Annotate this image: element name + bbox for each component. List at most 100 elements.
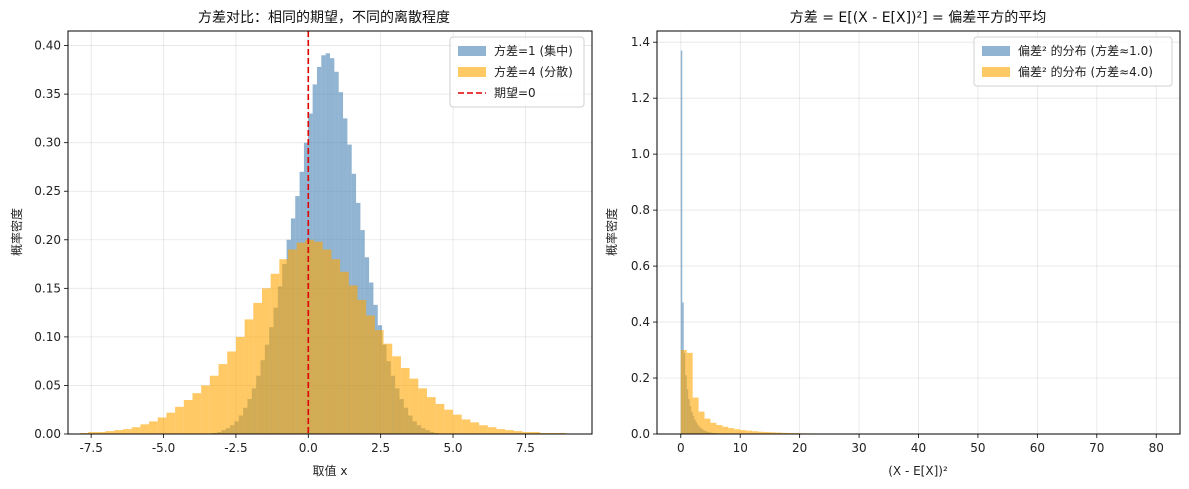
y-tick-label: 1.4 <box>631 35 650 49</box>
chart-title: 方差 = E[(X - E[X])²] = 偏差平方的平均 <box>790 10 1046 26</box>
legend-label: 期望=0 <box>494 86 536 100</box>
x-tick-label: 60 <box>1030 441 1045 455</box>
histogram-bar <box>218 364 228 434</box>
x-tick-label: 10 <box>733 441 748 455</box>
histogram-bar <box>722 426 729 434</box>
histogram-bar <box>140 424 150 434</box>
histogram-bar <box>314 241 323 434</box>
legend-label: 方差=4 (分散) <box>494 64 573 79</box>
histogram-bar <box>704 418 711 434</box>
histogram-bar <box>383 343 393 434</box>
histogram-bar <box>513 431 523 434</box>
histogram-bar <box>166 412 176 434</box>
histogram-bar <box>366 315 375 434</box>
histogram-bar <box>340 271 349 434</box>
y-tick-label: 0.15 <box>34 281 61 295</box>
x-tick-label: 7.5 <box>516 441 535 455</box>
x-tick-label: 20 <box>792 441 807 455</box>
x-ticks: -7.5 -5.0 -2.5 0.0 2.5 5.0 7.5 <box>79 434 535 455</box>
histogram-bar <box>692 397 699 434</box>
histogram-bar <box>244 319 254 434</box>
histogram-bar <box>728 428 735 434</box>
histogram-bar <box>392 356 401 434</box>
histogram-bar <box>716 425 723 434</box>
histogram-bar <box>338 92 344 434</box>
plot-area <box>657 31 1180 434</box>
legend-swatch <box>458 67 486 77</box>
y-ticks: 0.0 0.2 0.4 0.6 0.8 1.0 1.2 1.4 <box>631 35 657 441</box>
histogram-bar <box>131 427 141 434</box>
x-tick-label: 0.0 <box>299 441 318 455</box>
x-tick-label: 5.0 <box>443 441 462 455</box>
histogram-bar <box>374 330 384 434</box>
histogram-bar <box>781 432 788 434</box>
histogram-bar <box>253 302 262 434</box>
histogram-bar <box>710 422 717 434</box>
x-tick-label: -5.0 <box>152 441 175 455</box>
x-tick-label: 0 <box>677 441 685 455</box>
histogram-bar <box>461 419 471 434</box>
grid-lines <box>657 31 1180 435</box>
histogram-bar <box>740 430 747 434</box>
legend-label: 方差=1 (集中) <box>494 43 573 58</box>
chart-title: 方差对比：相同的期望，不同的离散程度 <box>198 9 450 26</box>
histogram-bar <box>435 403 445 434</box>
histogram-bar <box>279 259 289 434</box>
histogram-bar <box>114 430 124 434</box>
legend-label: 偏差² 的分布 (方差≈1.0) <box>1018 43 1153 58</box>
histogram-bar <box>531 432 540 434</box>
legend: 偏差² 的分布 (方差≈1.0) 偏差² 的分布 (方差≈4.0) <box>973 36 1173 87</box>
y-tick-label: 0.10 <box>34 330 61 344</box>
y-axis-label: 概率密度 <box>9 208 24 256</box>
y-tick-label: 0.00 <box>34 427 61 441</box>
histogram-bar <box>487 427 497 434</box>
histogram-bar <box>348 285 358 434</box>
y-ticks: 0.00 0.05 0.10 0.15 0.20 0.25 0.30 0.35 0.40 <box>34 39 68 441</box>
x-axis-label: 取值 x <box>313 463 348 478</box>
histogram-bar <box>88 432 97 434</box>
histogram-bar <box>680 50 683 435</box>
y-tick-label: 0.2 <box>631 371 650 385</box>
legend-label: 偏差² 的分布 (方差≈4.0) <box>1018 64 1153 79</box>
y-tick-label: 0.6 <box>631 259 650 273</box>
legend-swatch <box>982 67 1010 77</box>
histogram-bar <box>201 385 210 434</box>
y-tick-label: 0.05 <box>34 378 61 392</box>
histogram-bar <box>522 432 532 434</box>
histogram-bar <box>734 429 741 434</box>
histogram-panel-right: 方差 = E[(X - E[X])²] = 偏差平方的平均 0 10 20 30 40 5… <box>604 10 1181 478</box>
histogram-bars <box>79 53 566 435</box>
histogram-bar <box>769 432 776 434</box>
histogram-bar <box>400 367 410 434</box>
histogram-bar <box>357 299 367 434</box>
y-tick-label: 0.30 <box>34 136 61 150</box>
y-tick-label: 0.8 <box>631 203 650 217</box>
histogram-bar <box>331 259 341 434</box>
legend-box <box>973 36 1173 87</box>
histogram-bar <box>698 411 705 434</box>
histogram-bar <box>149 421 158 434</box>
x-tick-label: 70 <box>1089 441 1104 455</box>
histogram-bar <box>183 400 193 434</box>
histogram-panel-left: 方差对比：相同的期望，不同的离散程度 -7.5 -5.0 -2.5 0.0 2.5 5.0… <box>9 9 593 478</box>
histogram-bar <box>763 432 770 434</box>
y-tick-label: 0.0 <box>631 427 650 441</box>
histogram-bar <box>686 352 693 434</box>
histogram-bar <box>227 351 236 434</box>
histogram-bar <box>470 422 480 434</box>
y-tick-label: 0.40 <box>34 39 61 53</box>
histogram-bar <box>752 431 759 434</box>
histogram-bar <box>96 432 106 434</box>
histogram-bar <box>288 249 297 434</box>
histogram-bar <box>680 350 687 434</box>
histogram-bar <box>261 288 271 434</box>
histogram-bar <box>209 375 219 434</box>
y-tick-label: 0.20 <box>34 233 61 247</box>
x-tick-label: -2.5 <box>224 441 247 455</box>
legend-swatch <box>458 46 486 56</box>
histogram-bar <box>325 53 330 435</box>
y-tick-label: 1.0 <box>631 147 650 161</box>
histogram-bar <box>409 378 419 434</box>
histogram-bar <box>321 55 326 435</box>
histogram-bar <box>496 429 506 434</box>
